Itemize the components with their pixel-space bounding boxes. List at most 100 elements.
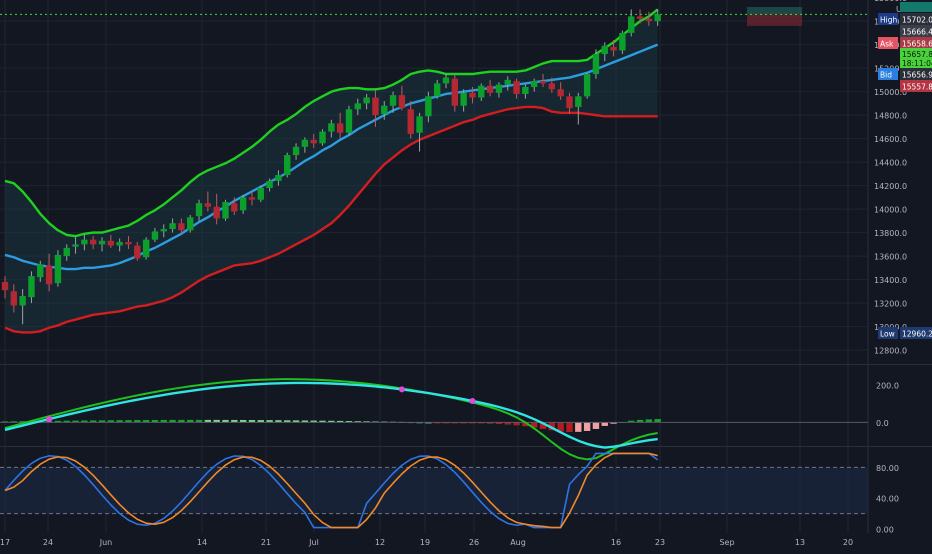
candle-body[interactable] — [292, 146, 300, 156]
candle-body[interactable] — [213, 206, 220, 219]
macd-histogram-bar — [654, 419, 661, 423]
candle-body[interactable] — [204, 203, 212, 207]
candle-body[interactable] — [45, 265, 53, 285]
price-tick-label: 14800.0 — [874, 112, 907, 121]
candle-body[interactable] — [451, 78, 459, 106]
candle-body[interactable] — [460, 92, 467, 106]
candle-body[interactable] — [72, 244, 79, 247]
macd-histogram-bar — [328, 420, 335, 423]
candle-body[interactable] — [231, 203, 238, 212]
candle-body[interactable] — [301, 139, 309, 147]
candle-body[interactable] — [310, 139, 317, 144]
candle-body[interactable] — [398, 95, 406, 109]
candle-body[interactable] — [19, 296, 26, 306]
candle-body[interactable] — [178, 223, 185, 231]
candle-body[interactable] — [628, 16, 635, 33]
macd-histogram-bar — [310, 420, 317, 423]
macd-signal-line — [4, 381, 658, 449]
macd-pane[interactable] — [0, 378, 868, 461]
position-profit-zone — [747, 7, 802, 15]
macd-cross-marker — [398, 386, 405, 393]
candle-body[interactable] — [469, 92, 476, 98]
candle-body[interactable] — [363, 97, 370, 104]
candle-body[interactable] — [239, 197, 247, 211]
candle-body[interactable] — [10, 291, 18, 306]
candle-body[interactable] — [495, 84, 503, 93]
macd-histogram-bar — [213, 419, 220, 423]
candle-body[interactable] — [266, 180, 273, 188]
candle-body[interactable] — [619, 32, 626, 51]
candle-body[interactable] — [654, 14, 661, 22]
candle-body[interactable] — [275, 175, 282, 181]
stoch-tick-label: 80.00 — [876, 464, 899, 473]
bollinger-lower-line — [4, 105, 658, 334]
candle-body[interactable] — [345, 109, 353, 133]
candle-body[interactable] — [592, 54, 600, 75]
macd-histogram-bar — [636, 419, 644, 423]
candle-body[interactable] — [98, 240, 106, 245]
macd-histogram-bar — [486, 422, 494, 424]
macd-histogram-bar — [557, 422, 564, 432]
candle-body[interactable] — [107, 240, 115, 246]
candle-body[interactable] — [248, 197, 256, 200]
candle-body[interactable] — [478, 85, 485, 98]
candle-body[interactable] — [389, 95, 397, 106]
candle-body[interactable] — [169, 223, 176, 230]
candle-body[interactable] — [601, 45, 608, 55]
candle-body[interactable] — [151, 231, 159, 240]
candle-body[interactable] — [557, 89, 564, 97]
candle-body[interactable] — [1, 281, 9, 291]
candle-body[interactable] — [195, 203, 203, 217]
candle-body[interactable] — [63, 247, 70, 257]
candle-body[interactable] — [407, 109, 414, 134]
candle-body[interactable] — [336, 123, 344, 133]
ask-price-value: 15658.6 — [902, 40, 932, 49]
candle-body[interactable] — [531, 81, 538, 87]
candle-body[interactable] — [116, 242, 123, 246]
candle-body[interactable] — [610, 46, 617, 51]
time-axis[interactable]: 17 24 Jun 14 21 Jul 12 19 26 Aug 16 23 Sep 13 20 — [0, 538, 853, 547]
candle-body[interactable] — [504, 79, 511, 85]
candle-body[interactable] — [513, 81, 520, 94]
candle-body[interactable] — [566, 96, 573, 109]
candle-body[interactable] — [416, 116, 423, 133]
macd-histogram-bar — [107, 420, 115, 423]
candle-body[interactable] — [372, 97, 379, 116]
candle-body[interactable] — [486, 85, 494, 93]
candle-body[interactable] — [257, 187, 264, 200]
macd-histogram-bar — [645, 419, 653, 423]
candle-body[interactable] — [425, 96, 432, 117]
candle-body[interactable] — [442, 77, 450, 84]
candle-body[interactable] — [37, 264, 44, 278]
candle-body[interactable] — [539, 81, 547, 84]
candle-body[interactable] — [222, 202, 229, 219]
candle-body[interactable] — [354, 103, 361, 110]
last-price-value: 15657.8 — [902, 50, 932, 59]
candle-body[interactable] — [319, 131, 326, 144]
candle-body[interactable] — [125, 242, 132, 245]
candle-body[interactable] — [90, 239, 97, 245]
candle-body[interactable] — [381, 105, 388, 114]
candle-body[interactable] — [142, 239, 150, 258]
candle-body[interactable] — [645, 18, 653, 22]
candle-body[interactable] — [583, 74, 591, 97]
time-tick-label: 17 — [0, 538, 10, 547]
candle-body[interactable] — [522, 86, 529, 94]
candle-body[interactable] — [328, 123, 335, 132]
candle-body[interactable] — [187, 217, 194, 231]
candle-body[interactable] — [636, 16, 644, 19]
candle-body[interactable] — [134, 245, 141, 259]
candle-body[interactable] — [81, 239, 88, 245]
candle-body[interactable] — [433, 83, 441, 97]
candle-body[interactable] — [160, 229, 167, 232]
candle-body[interactable] — [575, 96, 582, 107]
stochastic-pane[interactable] — [0, 452, 868, 529]
candle-body[interactable] — [28, 276, 35, 298]
candle-body[interactable] — [54, 254, 62, 284]
candle-body[interactable] — [548, 83, 556, 90]
macd-histogram-bar — [231, 419, 238, 423]
candlestick-layer[interactable] — [1, 9, 661, 325]
candle-body[interactable] — [284, 155, 291, 176]
